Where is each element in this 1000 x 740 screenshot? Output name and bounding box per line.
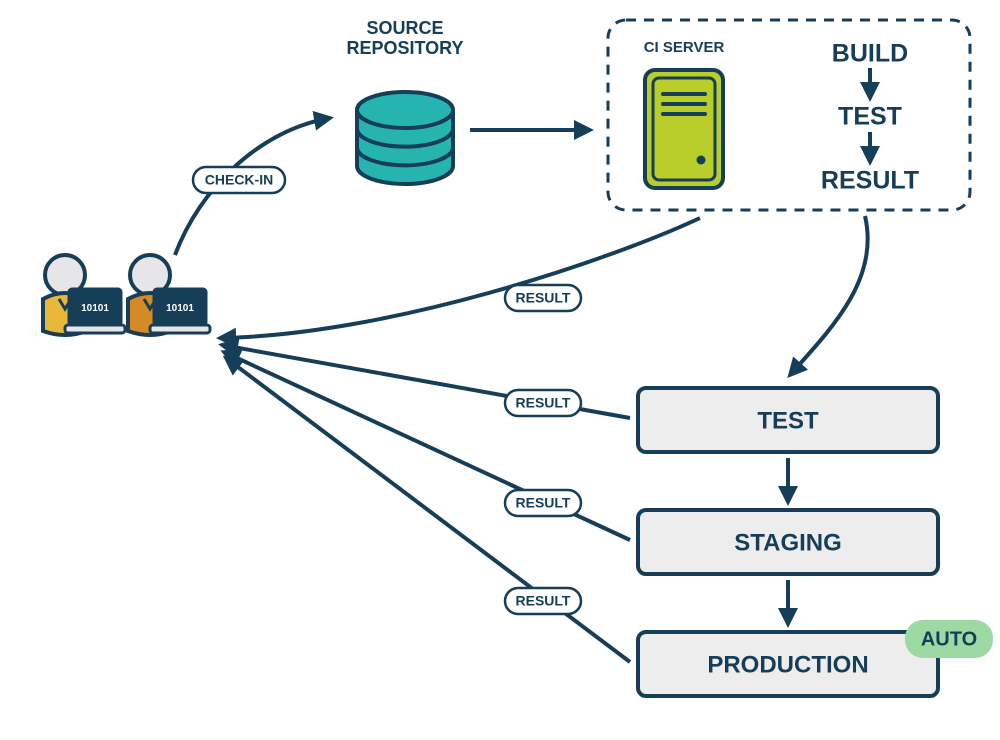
ci-step-result: RESULT [821, 167, 919, 195]
svg-text:10101: 10101 [81, 303, 109, 314]
pill-label-checkin: CHECK-IN [205, 172, 273, 188]
stage-label-staging: STAGING [734, 529, 842, 556]
developer-2-icon: 10101 [128, 255, 210, 335]
ci-step-test: TEST [838, 103, 902, 131]
pill-label-result4: RESULT [516, 593, 571, 609]
pill-label-result2: RESULT [516, 395, 571, 411]
arrow-ci-to-test [790, 216, 868, 375]
pill-label-result3: RESULT [516, 495, 571, 511]
source-repository-icon: SOURCEREPOSITORY [346, 18, 463, 184]
ci-cd-diagram: 10101 10101 SOURCEREPOSITORY CI SERVER BUILD… [0, 0, 1000, 740]
arrow-result-ci-to-dev [220, 218, 700, 338]
stage-label-test: TEST [757, 407, 819, 434]
developer-1-icon: 10101 [43, 255, 125, 335]
auto-badge-label: AUTO [921, 628, 977, 650]
stage-label-production: PRODUCTION [707, 651, 868, 678]
repository-label: SOURCE [366, 18, 443, 38]
svg-text:10101: 10101 [166, 303, 194, 314]
repository-label: REPOSITORY [346, 38, 463, 58]
pill-label-result1: RESULT [516, 290, 571, 306]
ci-server-icon [645, 70, 723, 188]
ci-server-label: CI SERVER [644, 39, 725, 56]
ci-step-build: BUILD [832, 40, 908, 68]
